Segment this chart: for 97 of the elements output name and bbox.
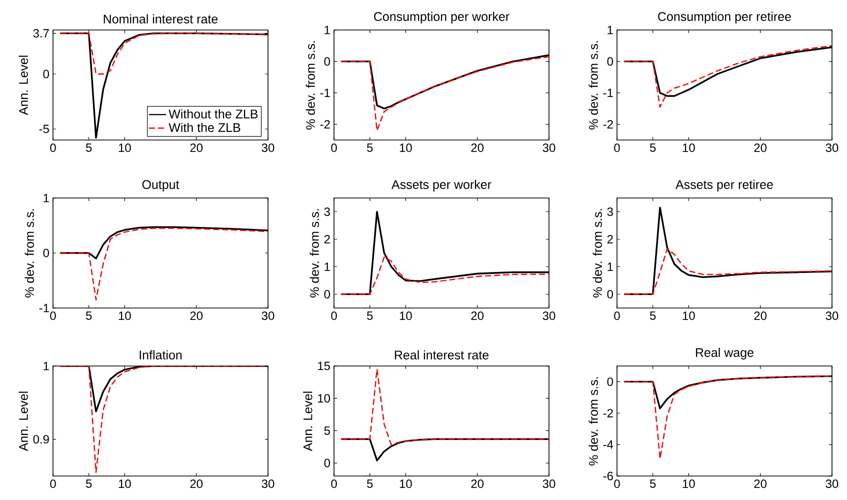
- x-tick-label: 10: [682, 312, 695, 320]
- x-tick-label: 5: [650, 312, 656, 320]
- y-tick-label: -2: [320, 120, 330, 128]
- y-tick-label: 5: [324, 426, 330, 435]
- y-tick-label: 0: [43, 70, 50, 78]
- y-tick-label: 3: [607, 207, 613, 216]
- y-tick-label: 0: [324, 57, 330, 66]
- x-tick-label: 0: [50, 480, 56, 488]
- x-tick-label: 20: [471, 312, 484, 320]
- y-tick-label: 0.9: [33, 435, 49, 444]
- x-tick-label: 5: [366, 312, 373, 320]
- y-tick-label: 3.7: [33, 29, 49, 38]
- x-tick-label: 30: [826, 480, 838, 488]
- y-tick-label: 0: [607, 377, 614, 386]
- y-axis-title: % dev. from s.s.: [588, 377, 598, 466]
- x-tick-label: 20: [754, 144, 767, 152]
- x-tick-label: 20: [754, 312, 767, 320]
- x-tick-label: 10: [400, 312, 412, 320]
- x-tick-label: 10: [682, 480, 695, 488]
- x-tick-label: 0: [614, 144, 620, 152]
- y-tick-label: -1: [39, 304, 49, 312]
- y-axis-title: % dev. from s.s.: [588, 41, 598, 130]
- y-tick-label: -2: [603, 120, 613, 128]
- y-tick-label: 0: [607, 57, 614, 66]
- chart-title: Assets per retiree: [676, 180, 773, 192]
- y-tick-label: -5: [39, 124, 49, 134]
- x-tick-label: 10: [118, 144, 131, 152]
- y-tick-label: -2: [603, 408, 613, 418]
- x-tick-label: 10: [682, 144, 695, 152]
- x-tick-label: 30: [262, 144, 274, 152]
- x-tick-label: 10: [118, 480, 131, 488]
- y-axis-title: Ann. Level: [18, 392, 28, 452]
- x-tick-label: 5: [86, 480, 92, 488]
- y-tick-label: 2: [607, 235, 613, 244]
- y-axis-title: Ann. Level: [18, 56, 28, 116]
- y-tick-label: 0: [43, 248, 50, 258]
- y-tick-label: -6: [603, 472, 613, 480]
- y-tick-label: 1: [608, 26, 613, 34]
- y-tick-label: 15: [318, 362, 330, 370]
- chart-title: Inflation: [140, 350, 182, 360]
- x-tick-label: 30: [542, 480, 556, 488]
- x-tick-label: 30: [262, 312, 274, 320]
- x-tick-label: 10: [400, 480, 412, 488]
- y-tick-label: -1: [320, 88, 330, 97]
- y-tick-label: 1: [44, 362, 49, 370]
- x-tick-label: 30: [826, 144, 838, 152]
- x-tick-label: 0: [50, 144, 56, 152]
- x-tick-label: 5: [366, 480, 373, 488]
- x-tick-label: 20: [190, 312, 203, 320]
- y-tick-label: 0: [607, 290, 614, 298]
- x-tick-label: 0: [614, 312, 620, 320]
- y-tick-label: 1: [608, 262, 613, 271]
- y-axis-title: % dev. from s.s.: [24, 209, 34, 298]
- chart-title: Consumption per worker: [374, 12, 510, 24]
- x-tick-label: 5: [650, 480, 656, 488]
- x-tick-label: 0: [331, 312, 337, 320]
- chart-title: Real wage: [696, 348, 754, 360]
- chart-title: Consumption per retiree: [658, 12, 791, 24]
- x-tick-label: 30: [262, 480, 274, 488]
- y-tick-label: -4: [603, 440, 614, 449]
- y-tick-label: 10: [318, 394, 330, 403]
- x-tick-label: 10: [400, 144, 412, 152]
- x-tick-label: 20: [471, 480, 484, 488]
- x-tick-label: 30: [542, 144, 556, 152]
- y-tick-label: 3: [324, 207, 330, 216]
- x-tick-label: 0: [614, 480, 620, 488]
- y-tick-label: 1: [324, 262, 330, 271]
- x-tick-label: 20: [754, 480, 767, 488]
- y-tick-label: 0: [324, 458, 330, 468]
- chart-title: Output: [142, 180, 180, 192]
- x-tick-label: 0: [50, 312, 56, 320]
- x-tick-label: 30: [542, 312, 556, 320]
- y-axis-title: % dev. from s.s.: [310, 209, 319, 298]
- chart-title: Nominal interest rate: [104, 14, 218, 24]
- x-tick-label: 20: [190, 480, 203, 488]
- x-tick-label: 5: [86, 144, 92, 152]
- legend-label: With the ZLB: [168, 122, 240, 132]
- y-tick-label: 0: [324, 290, 330, 298]
- x-tick-label: 0: [331, 480, 337, 488]
- y-tick-label: -1: [603, 88, 613, 97]
- x-tick-label: 5: [366, 144, 373, 152]
- y-axis-title: % dev. from s.s.: [592, 209, 602, 298]
- x-tick-label: 20: [471, 144, 484, 152]
- legend-label: Without the ZLB: [168, 109, 258, 118]
- x-tick-label: 5: [650, 144, 656, 152]
- x-tick-label: 20: [190, 144, 203, 152]
- y-tick-label: 1: [44, 194, 49, 202]
- x-tick-label: 30: [826, 312, 838, 320]
- y-axis-title: Ann. Level: [303, 392, 312, 452]
- x-tick-label: 5: [86, 312, 92, 320]
- y-tick-label: 2: [324, 235, 330, 244]
- y-axis-title: % dev. from s.s.: [306, 41, 315, 130]
- chart-title: Assets per worker: [392, 180, 492, 192]
- chart-title: Real interest rate: [394, 350, 489, 360]
- y-tick-label: 1: [324, 26, 330, 34]
- x-tick-label: 10: [118, 312, 131, 320]
- x-tick-label: 0: [331, 144, 337, 152]
